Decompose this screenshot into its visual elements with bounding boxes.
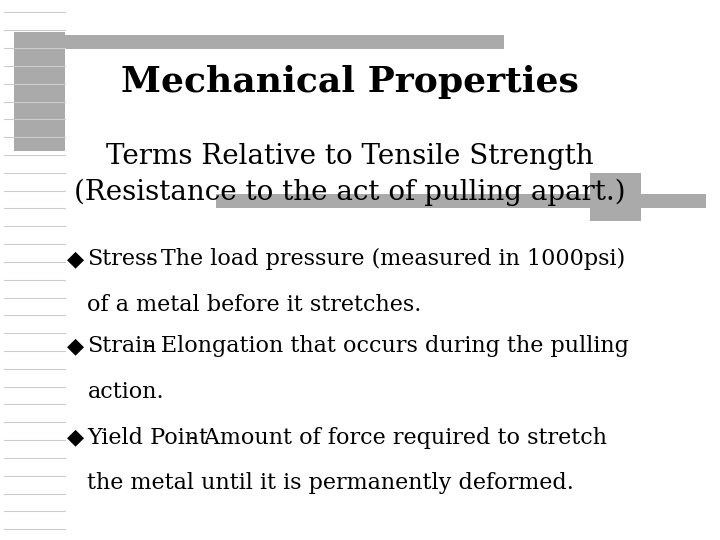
- Text: - The load pressure (measured in 1000psi): - The load pressure (measured in 1000psi…: [139, 248, 626, 271]
- Text: Stress: Stress: [87, 248, 158, 271]
- Text: - Elongation that occurs during the pulling: - Elongation that occurs during the pull…: [139, 335, 629, 357]
- Text: - Amount of force required to stretch: - Amount of force required to stretch: [182, 427, 607, 449]
- Text: Terms Relative to Tensile Strength: Terms Relative to Tensile Strength: [106, 143, 593, 170]
- Text: of a metal before it stretches.: of a metal before it stretches.: [87, 294, 422, 316]
- Text: Strain: Strain: [87, 335, 157, 357]
- Text: Yield Point: Yield Point: [87, 427, 209, 449]
- Text: action.: action.: [87, 381, 164, 403]
- Text: the metal until it is permanently deformed.: the metal until it is permanently deform…: [87, 472, 575, 495]
- Text: Mechanical Properties: Mechanical Properties: [121, 65, 579, 99]
- Text: ◆: ◆: [67, 335, 84, 357]
- Text: ◆: ◆: [67, 427, 84, 449]
- Text: (Resistance to the act of pulling apart.): (Resistance to the act of pulling apart.…: [74, 178, 626, 206]
- Text: ◆: ◆: [67, 248, 84, 271]
